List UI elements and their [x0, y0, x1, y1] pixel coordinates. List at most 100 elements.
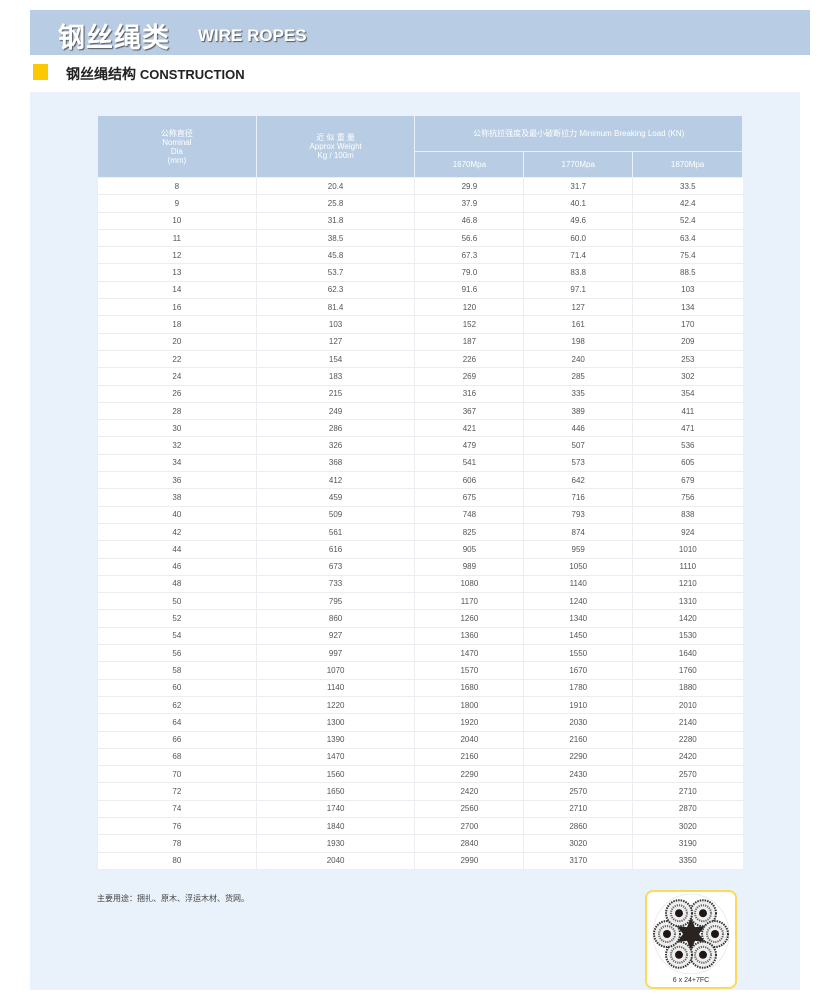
cell-load-1870: 1760 — [632, 661, 743, 680]
cell-load-1670: 2840 — [414, 834, 524, 853]
section-marker-icon — [33, 64, 48, 80]
cell-dia: 32 — [97, 436, 257, 455]
cell-load-1670: 2700 — [414, 817, 524, 836]
usage-footnote: 主要用途：捆扎、原木、浮运木材、货网。 — [97, 894, 249, 903]
cell-load-1670: 905 — [414, 540, 524, 559]
cell-load-1870: 88.5 — [632, 263, 743, 282]
table-row: 40 509 748 793 838 — [97, 506, 743, 524]
cell-dia: 11 — [97, 229, 257, 248]
cell-load-1770: 2290 — [523, 748, 633, 767]
cell-load-1670: 541 — [414, 454, 524, 473]
table-row: 64 1300 1920 2030 2140 — [97, 713, 743, 732]
cell-dia: 36 — [97, 471, 257, 490]
cell-load-1870: 471 — [632, 419, 743, 438]
cell-load-1870: 411 — [632, 402, 743, 421]
cell-weight: 1220 — [255, 696, 415, 715]
cell-weight: 616 — [255, 540, 415, 559]
cell-dia: 12 — [97, 246, 257, 265]
cell-load-1770: 97.1 — [523, 281, 633, 300]
cell-load-1670: 2160 — [414, 748, 524, 767]
cell-load-1870: 33.5 — [632, 177, 743, 196]
table-row: 68 1470 2160 2290 2420 — [97, 748, 743, 767]
cell-dia: 44 — [97, 540, 257, 559]
cell-dia: 26 — [97, 385, 257, 403]
cell-load-1670: 2290 — [414, 765, 524, 784]
cell-weight: 1390 — [255, 731, 415, 749]
table-row: 44 616 905 959 1010 — [97, 540, 743, 559]
cell-load-1670: 91.6 — [414, 281, 524, 300]
cell-load-1870: 302 — [632, 367, 743, 386]
cell-load-1870: 2010 — [632, 696, 743, 715]
cell-load-1770: 793 — [523, 506, 633, 524]
cell-load-1870: 63.4 — [632, 229, 743, 248]
cell-dia: 9 — [97, 194, 257, 213]
cell-load-1770: 71.4 — [523, 246, 633, 265]
table-row: 70 1560 2290 2430 2570 — [97, 765, 743, 784]
table-row: 48 733 1080 1140 1210 — [97, 575, 743, 594]
cell-load-1670: 316 — [414, 385, 524, 403]
rope-diagram: 6 x 24+7FC — [645, 890, 737, 989]
cell-dia: 28 — [97, 402, 257, 421]
table-row: 76 1840 2700 2860 3020 — [97, 817, 743, 836]
cell-weight: 103 — [255, 315, 415, 334]
cell-load-1770: 959 — [523, 540, 633, 559]
cell-load-1870: 924 — [632, 523, 743, 542]
cell-load-1870: 354 — [632, 385, 743, 403]
cell-load-1670: 2990 — [414, 852, 524, 870]
cell-dia: 48 — [97, 575, 257, 594]
cell-dia: 50 — [97, 592, 257, 611]
cell-load-1870: 42.4 — [632, 194, 743, 213]
table-row: 78 1930 2840 3020 3190 — [97, 834, 743, 853]
cell-dia: 78 — [97, 834, 257, 853]
header-grade-1670: 1670Mpa — [414, 151, 525, 178]
cell-load-1670: 1080 — [414, 575, 524, 594]
cell-load-1770: 716 — [523, 488, 633, 507]
cell-weight: 860 — [255, 609, 415, 628]
cell-weight: 1740 — [255, 800, 415, 818]
cell-load-1870: 756 — [632, 488, 743, 507]
cell-weight: 927 — [255, 627, 415, 646]
cell-weight: 25.8 — [255, 194, 415, 213]
cell-load-1870: 2870 — [632, 800, 743, 818]
table-row: 74 1740 2560 2710 2870 — [97, 800, 743, 818]
cell-load-1670: 2420 — [414, 782, 524, 801]
cell-dia: 8 — [97, 177, 257, 196]
cell-load-1770: 2570 — [523, 782, 633, 801]
cell-load-1770: 1240 — [523, 592, 633, 611]
table-row: 24 183 269 285 302 — [97, 367, 743, 386]
cell-dia: 68 — [97, 748, 257, 767]
cell-weight: 1930 — [255, 834, 415, 853]
cell-weight: 1560 — [255, 765, 415, 784]
table-row: 20 127 187 198 209 — [97, 333, 743, 351]
cell-load-1670: 606 — [414, 471, 524, 490]
cell-dia: 60 — [97, 679, 257, 697]
cell-load-1770: 127 — [523, 298, 633, 317]
cell-load-1870: 3350 — [632, 852, 743, 870]
cell-dia: 46 — [97, 558, 257, 576]
table-row: 28 249 367 389 411 — [97, 402, 743, 421]
cell-load-1870: 1420 — [632, 609, 743, 628]
cell-weight: 1650 — [255, 782, 415, 801]
cell-load-1770: 198 — [523, 333, 633, 351]
wire-rope-cross-section-icon — [652, 893, 730, 975]
cell-weight: 1300 — [255, 713, 415, 732]
table-row: 32 326 479 507 536 — [97, 436, 743, 455]
cell-dia: 16 — [97, 298, 257, 317]
cell-load-1870: 536 — [632, 436, 743, 455]
cell-weight: 733 — [255, 575, 415, 594]
cell-load-1670: 2040 — [414, 731, 524, 749]
header-dia: 公称直径 Nominal Dia (mm) — [97, 115, 257, 178]
cell-weight: 1470 — [255, 748, 415, 767]
cell-load-1670: 748 — [414, 506, 524, 524]
cell-weight: 127 — [255, 333, 415, 351]
cell-load-1670: 269 — [414, 367, 524, 386]
cell-load-1770: 874 — [523, 523, 633, 542]
cell-load-1770: 2160 — [523, 731, 633, 749]
cell-load-1770: 1140 — [523, 575, 633, 594]
header-grade-1870: 1870Mpa — [632, 151, 743, 178]
cell-load-1770: 40.1 — [523, 194, 633, 213]
cell-load-1770: 1550 — [523, 644, 633, 663]
cell-dia: 52 — [97, 609, 257, 628]
cell-dia: 66 — [97, 731, 257, 749]
cell-load-1670: 1260 — [414, 609, 524, 628]
